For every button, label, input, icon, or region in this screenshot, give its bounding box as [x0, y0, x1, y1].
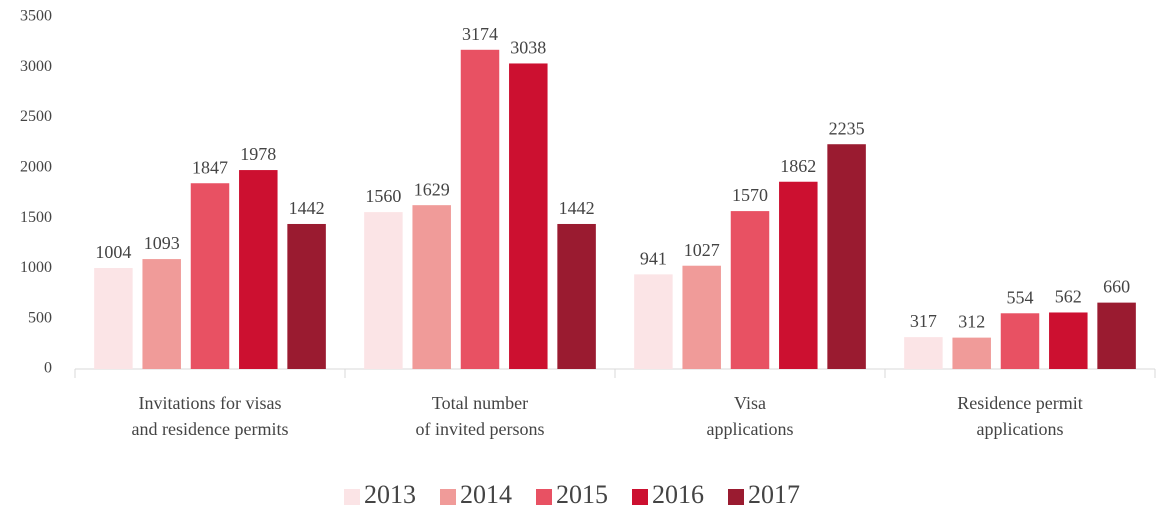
data-label: 1570 [732, 185, 768, 205]
y-tick-label: 2000 [20, 159, 52, 176]
bar [460, 49, 500, 369]
y-tick-label: 2500 [20, 108, 52, 125]
legend-label: 2017 [748, 480, 800, 509]
data-label: 1027 [684, 240, 720, 260]
data-label: 1442 [559, 198, 595, 218]
data-label: 554 [1007, 287, 1034, 307]
legend-label: 2013 [364, 480, 416, 509]
group-separators [74, 369, 1156, 378]
bar [142, 259, 181, 369]
x-tick-label: Invitations for visas and residence permi… [132, 393, 289, 439]
data-label: 3038 [510, 38, 546, 58]
y-tick-label: 500 [28, 309, 52, 326]
data-label: 1629 [414, 179, 450, 199]
data-label: 562 [1055, 287, 1082, 307]
legend-swatch [344, 489, 360, 505]
data-label: 1862 [780, 156, 816, 176]
bar [1049, 312, 1088, 369]
data-label: 1004 [95, 242, 131, 262]
bar [190, 183, 230, 369]
legend-swatch [632, 489, 648, 505]
bar [827, 144, 866, 369]
bar [509, 63, 548, 370]
legend-swatch [440, 489, 456, 505]
y-tick-label: 1500 [20, 209, 52, 226]
bar [682, 265, 721, 369]
data-label: 1560 [365, 186, 401, 206]
data-label: 1442 [289, 198, 325, 218]
legend-swatch [536, 489, 552, 505]
bar [779, 181, 818, 369]
legend-label: 2016 [652, 480, 704, 509]
bar [730, 211, 770, 369]
data-label: 1093 [144, 233, 180, 253]
legend-swatch [728, 489, 744, 505]
legend-label: 2014 [460, 480, 512, 509]
data-label: 941 [640, 248, 667, 268]
data-label: 1847 [192, 157, 228, 177]
bar [634, 274, 673, 369]
bar [412, 205, 451, 369]
x-tick-label: Total number of invited persons [416, 393, 545, 439]
bar [364, 212, 403, 369]
data-label: 1978 [240, 144, 276, 164]
x-tick-label: Residence permit applications [957, 393, 1082, 439]
legend-label: 2015 [556, 480, 608, 509]
data-label: 312 [958, 312, 985, 332]
bar [1000, 313, 1040, 369]
bar [557, 223, 596, 369]
bar [239, 170, 278, 369]
bar [94, 268, 133, 369]
x-tick-label: Visa applications [707, 393, 794, 439]
y-tick-label: 0 [44, 360, 52, 377]
data-label: 2235 [829, 118, 865, 138]
data-label: 317 [910, 311, 937, 331]
y-tick-label: 3500 [20, 8, 52, 25]
y-tick-label: 3000 [20, 58, 52, 75]
bar [952, 337, 991, 369]
bar [287, 223, 326, 369]
data-label: 3174 [462, 24, 498, 44]
bar [1097, 302, 1136, 369]
bar [904, 337, 943, 369]
y-tick-label: 1000 [20, 259, 52, 276]
data-label: 660 [1103, 277, 1130, 297]
